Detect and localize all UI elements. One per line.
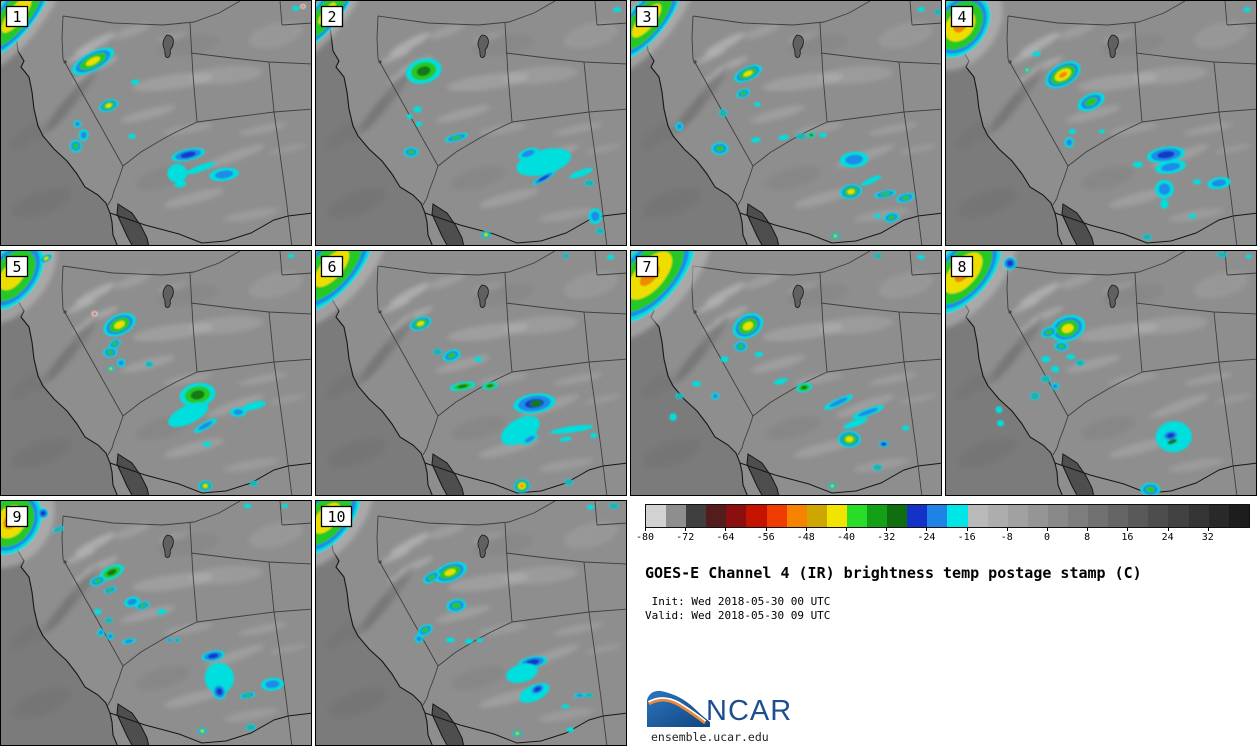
valid-time-label: Valid: Wed 2018-05-30 09 UTC [645,609,831,622]
colorbar-segment [766,505,787,527]
member-panel-6: 6 [315,250,627,496]
colorbar-segment [927,505,948,527]
member-number-label: 4 [957,8,966,26]
colorbar-tick-label: -48 [796,532,815,543]
member-panel-3: 3 [630,0,942,246]
colorbar-segment [867,505,888,527]
colorbar-tick [725,527,727,531]
ncar-logo-text: NCAR [706,695,793,727]
colorbar-tick-label: -72 [676,532,695,543]
site-url-label: ensemble.ucar.edu [651,730,769,744]
colorbar-tick-label: -16 [957,532,976,543]
member-number-label: 8 [957,258,966,276]
colorbar-segment [987,505,1008,527]
member-number-badge [635,255,659,278]
figure-title: GOES-E Channel 4 (IR) brightness temp po… [645,564,1142,582]
member-number-label: 5 [12,258,21,276]
member-number-label: 7 [642,258,651,276]
member-number-badge [5,255,29,278]
colorbar-tick-label: -8 [1000,532,1013,543]
colorbar-segment [686,505,707,527]
colorbar-segment [826,505,847,527]
colorbar-tick [805,527,807,531]
colorbar-segment [907,505,928,527]
colorbar-segment [806,505,827,527]
colorbar-tick [846,527,847,531]
colorbar-segment [1007,505,1028,527]
colorbar-segment [1027,505,1048,527]
colorbar-segment [746,505,767,527]
cloud-blobs-layer [946,1,1251,241]
colorbar-tick-label: -24 [917,532,936,543]
member-panel-9: 9 [0,500,312,746]
colorbar-segment [1108,505,1129,527]
member-number-label: 3 [642,8,651,26]
member-panel-2: 2 [315,0,627,246]
member-number-badge [320,255,344,278]
colorbar-tick [1167,527,1169,531]
colorbar-tick [1006,527,1008,531]
colorbar-segment [1088,505,1109,527]
colorbar-segment [786,505,807,527]
member-number-badge [950,255,974,278]
colorbar-segment [1047,505,1068,527]
member-number-badge [5,5,29,28]
colorbar-segment [1228,505,1249,527]
colorbar-tick-label: -40 [836,532,856,543]
colorbar-tick-label: -80 [635,532,655,543]
member-panel-5: 5 [0,250,312,496]
member-number-label: 2 [327,8,336,26]
member-number-badge [635,5,659,28]
colorbar-segment [1067,505,1089,527]
colorbar-tick [1127,527,1129,531]
member-panel-8: 8 [945,250,1257,496]
member-number-badge [950,5,974,28]
colorbar-segment [1148,505,1169,527]
colorbar-tick-label: -56 [756,532,775,543]
colorbar-tick [886,527,888,531]
colorbar-tick [1047,527,1048,531]
member-number-label: 10 [327,508,345,526]
member-panel-10: 10 [315,500,627,746]
colorbar-segment [1168,505,1189,527]
colorbar-segment [646,505,667,527]
colorbar-tick-label: 8 [1084,532,1091,543]
colorbar-tick [966,527,968,531]
colorbar-segment [887,505,908,527]
member-panel-4: 4 [945,0,1257,246]
colorbar-segment [706,505,727,527]
init-time-label: Init: Wed 2018-05-30 00 UTC [645,595,831,608]
colorbar-segment [967,505,988,527]
colorbar-segment [947,505,968,527]
ncar-logo-icon [647,690,710,727]
colorbar-segment [666,505,687,527]
member-number-label: 6 [327,258,336,276]
colorbar-tick [645,527,646,531]
member-panel-7: 7 [630,250,942,496]
colorbar-tick-label: 0 [1043,532,1051,543]
colorbar-tick [685,527,687,531]
member-number-label: 1 [12,8,21,26]
colorbar-tick [765,527,767,531]
colorbar-tick [1087,527,1089,531]
colorbar-tick-label: 16 [1121,532,1134,543]
colorbar [645,504,1250,528]
colorbar-tick-label: 32 [1201,532,1214,543]
colorbar-segment [846,505,868,527]
colorbar-tick-label: 24 [1161,532,1174,543]
colorbar-tick-label: -64 [716,532,735,543]
colorbar-segment [1208,505,1229,527]
member-number-badge [320,5,344,28]
member-number-badge [320,505,353,528]
colorbar-segment [1128,505,1149,527]
member-panel-1: 1 [0,0,312,246]
colorbar-segment [726,505,747,527]
colorbar-tick [1207,527,1209,531]
member-number-label: 9 [12,508,21,526]
colorbar-tick-label: -32 [877,532,896,543]
colorbar-segment [1188,505,1209,527]
member-number-badge [5,505,29,528]
colorbar-tick [926,527,928,531]
